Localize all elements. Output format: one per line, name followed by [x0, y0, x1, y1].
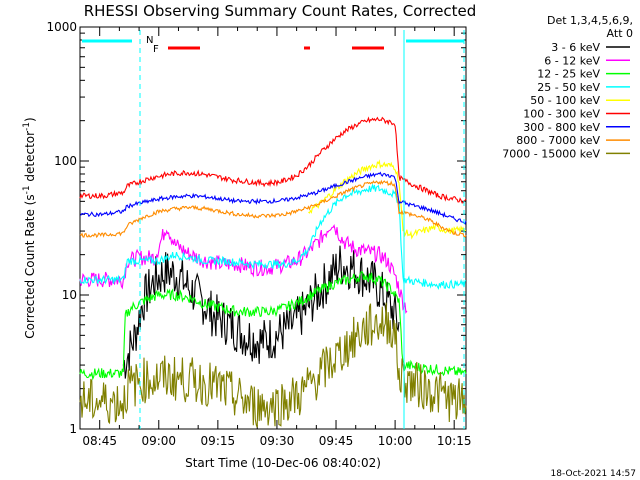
legend-label-3: 12 - 25 keV: [537, 68, 600, 81]
legend-label-1: 3 - 6 keV: [551, 41, 600, 54]
y-tick-label: 10: [62, 288, 77, 302]
x-axis: 08:45 09:00 09:15 09:30 09:45 10:00 10:15: [79, 27, 472, 448]
x-tick-label: 09:30: [260, 434, 295, 448]
legend-label-8: 800 - 7000 keV: [516, 134, 600, 147]
y-axis: 1 10 100 1000: [46, 20, 466, 436]
legend-label-6: 100 - 300 keV: [523, 108, 600, 121]
plot-overlays: NF: [82, 30, 465, 429]
generation-timestamp: 18-Oct-2021 14:57: [551, 469, 636, 479]
legend-header-detectors: Det 1,3,4,5,6,9,: [547, 14, 633, 27]
legend-label-4: 25 - 50 keV: [537, 81, 600, 94]
x-tick-label: 10:00: [378, 434, 413, 448]
legend-header-attenuator: Att 0: [607, 27, 633, 40]
plot-frame: [79, 26, 467, 430]
x-tick-label: 09:00: [141, 434, 176, 448]
flag-label-n: N: [146, 35, 153, 46]
series-line-6: [79, 116, 467, 204]
legend-label-9: 7000 - 15000 keV: [502, 147, 600, 160]
legend-label-2: 6 - 12 keV: [544, 54, 600, 67]
y-tick-label: 1000: [46, 20, 77, 34]
legend-label-7: 300 - 800 keV: [523, 121, 600, 134]
series-line-9: [79, 302, 467, 428]
series-line-3: [79, 270, 467, 381]
series-line-2: [79, 223, 408, 314]
y-tick-label: 1: [69, 422, 77, 436]
x-tick-label: 08:45: [82, 434, 117, 448]
x-tick-label: 09:45: [319, 434, 354, 448]
x-axis-label: Start Time (10-Dec-06 08:40:02): [185, 456, 381, 470]
plot-series: [79, 116, 467, 428]
x-tick-label: 09:15: [201, 434, 236, 448]
y-axis-label: Corrected Count Rate (s-1 detector-1): [22, 117, 37, 338]
legend-label-5: 50 - 100 keV: [530, 94, 600, 107]
y-tick-label: 100: [54, 154, 77, 168]
series-line-5: [308, 159, 466, 240]
x-tick-label: 10:15: [437, 434, 472, 448]
chart-title: RHESSI Observing Summary Count Rates, Co…: [84, 2, 477, 20]
series-line-4: [79, 183, 467, 290]
flag-label-f: F: [153, 44, 159, 55]
series-line-1: [122, 245, 400, 379]
series-line-7: [80, 171, 467, 225]
series-line-8: [79, 179, 467, 239]
